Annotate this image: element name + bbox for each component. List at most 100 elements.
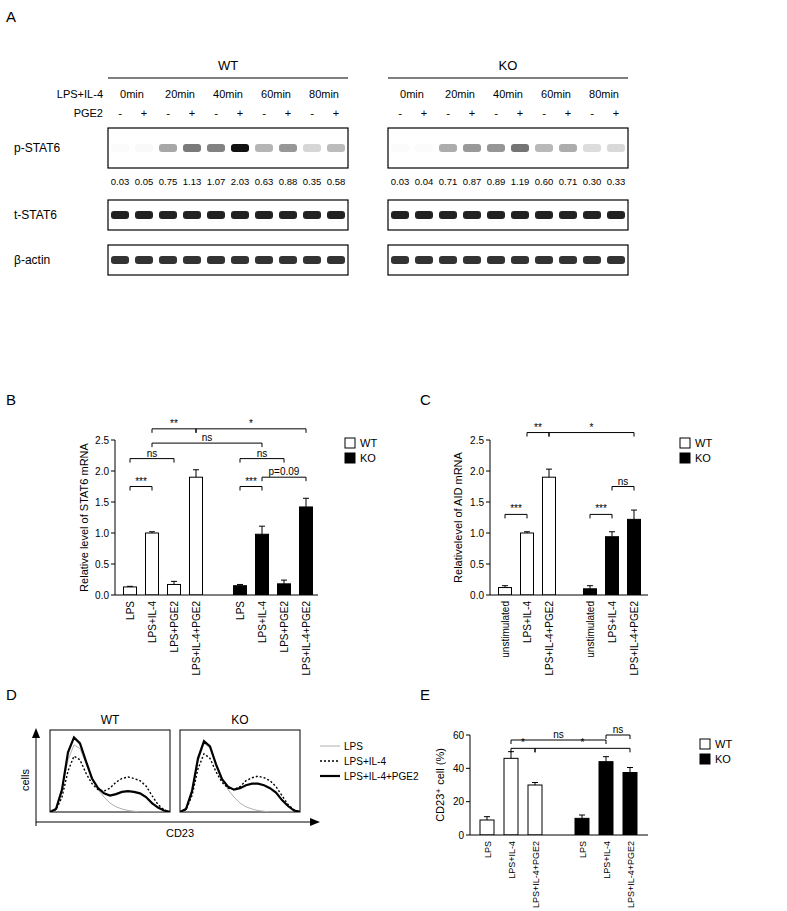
t-stat6-band	[463, 211, 481, 219]
y-tick-label: 2.5	[470, 435, 484, 446]
legend-label: KO	[695, 452, 711, 464]
significance-bracket	[549, 433, 634, 437]
t-stat6-band	[303, 211, 321, 219]
pge2-state: -	[590, 107, 594, 119]
x-arrowhead	[310, 818, 320, 826]
blot-frame	[108, 128, 348, 168]
pge2-state: +	[469, 107, 475, 119]
y-tick	[111, 564, 115, 565]
y-tick	[486, 440, 490, 441]
error-bar	[631, 510, 637, 519]
error-bar	[587, 586, 593, 589]
pge2-state: -	[398, 107, 402, 119]
t-stat6-band	[439, 211, 457, 219]
significance-label: ns	[553, 729, 564, 740]
x-tick-label: LPS+IL-4+PGE2	[629, 601, 640, 676]
x-tick-label: LPS	[578, 841, 588, 858]
t-stat6-band	[415, 211, 433, 219]
error-bar	[603, 757, 609, 762]
y-tick	[466, 835, 470, 836]
y-tick-label: 40	[453, 763, 465, 774]
x-tick-label: LPS+IL-4+PGE2	[191, 601, 202, 676]
bar	[543, 477, 556, 595]
timepoint: 80min	[589, 88, 619, 100]
actin-band	[207, 256, 225, 264]
quant-label: 0.05	[135, 176, 154, 187]
legend-label: KO	[715, 753, 731, 765]
x-tick-label: LPS+PGE2	[279, 601, 290, 653]
legend-swatch	[680, 438, 690, 448]
actin-band	[511, 256, 529, 264]
panel-label: E	[420, 686, 430, 703]
p-stat6-band	[487, 144, 505, 152]
bar-panel: E0204060CD23⁺ cell (%)LPSLPS+IL-4LPS+IL-…	[420, 686, 732, 908]
error-bar	[579, 815, 585, 818]
x-axis-label: CD23	[166, 827, 194, 839]
legend-line	[320, 760, 340, 761]
bar	[124, 587, 137, 595]
y-axis-label: CD23⁺ cell (%)	[434, 748, 446, 822]
group-title: WT	[218, 58, 238, 73]
t-stat6-band	[207, 211, 225, 219]
quant-label: 0.88	[279, 176, 298, 187]
y-tick-label: 1.5	[95, 497, 109, 508]
bar	[504, 758, 518, 835]
significance-bracket	[130, 487, 152, 491]
quant-label: 0.87	[463, 176, 482, 187]
p-stat6-band	[279, 144, 297, 152]
y-arrow	[36, 734, 37, 826]
y-tick-label: 1.0	[470, 528, 484, 539]
quant-label: 0.60	[535, 176, 554, 187]
quant-label: 0.35	[303, 176, 322, 187]
significance-label: *	[581, 737, 585, 748]
legend-swatch	[680, 453, 690, 463]
bars	[124, 470, 313, 595]
x-axis	[470, 835, 648, 836]
pge2-state: -	[166, 107, 170, 119]
x-arrow	[36, 822, 314, 823]
error-bar	[532, 783, 538, 786]
actin-band	[303, 256, 321, 264]
band-label: β-actin	[14, 253, 50, 267]
quant-label: 2.03	[231, 176, 250, 187]
y-tick-label: 2.5	[95, 435, 109, 446]
p-stat6-band	[583, 144, 601, 152]
legend-label: KO	[360, 452, 376, 464]
y-tick	[111, 440, 115, 441]
significance-label: ns	[257, 448, 268, 459]
legend-swatch	[345, 438, 355, 448]
p-stat6-band	[207, 144, 225, 152]
band-label: t-STAT6	[14, 208, 57, 222]
significance-label: p=0.09	[269, 466, 300, 477]
quant-label: 0.71	[559, 176, 578, 187]
quant-label: 1.13	[183, 176, 202, 187]
pge2-state: -	[262, 107, 266, 119]
curves	[180, 741, 300, 812]
significance-bracket	[130, 459, 174, 463]
blot-frame	[388, 128, 628, 168]
p-stat6-band	[255, 144, 273, 152]
error-bar	[508, 752, 514, 759]
significance-bracket	[152, 429, 196, 433]
significance-bracket	[511, 748, 535, 752]
error-bar	[627, 768, 633, 773]
error-bar	[127, 586, 133, 588]
row-label: PGE2	[74, 107, 103, 119]
bar	[584, 589, 597, 595]
actin-band	[111, 256, 129, 264]
y-tick	[466, 735, 470, 736]
bar-panel: B0.00.51.01.52.02.5Relative level of STA…	[6, 391, 377, 676]
y-tick	[111, 595, 115, 596]
quant-label: 0.04	[415, 176, 434, 187]
significance-bracket	[240, 459, 284, 463]
x-tick-label: LPS+IL-4	[607, 601, 618, 643]
error-bar	[502, 586, 508, 588]
timepoint: 80min	[309, 88, 339, 100]
quant-label: 0.03	[391, 176, 410, 187]
y-tick-label: 0	[458, 830, 464, 841]
legend-swatch	[345, 453, 355, 463]
t-stat6-band	[391, 211, 409, 219]
x-tick-label: LPS+IL-4	[522, 601, 533, 643]
x-tick-label: LPS+IL-4+PGE2	[531, 841, 541, 908]
x-tick-label: unstimulated	[585, 601, 596, 658]
